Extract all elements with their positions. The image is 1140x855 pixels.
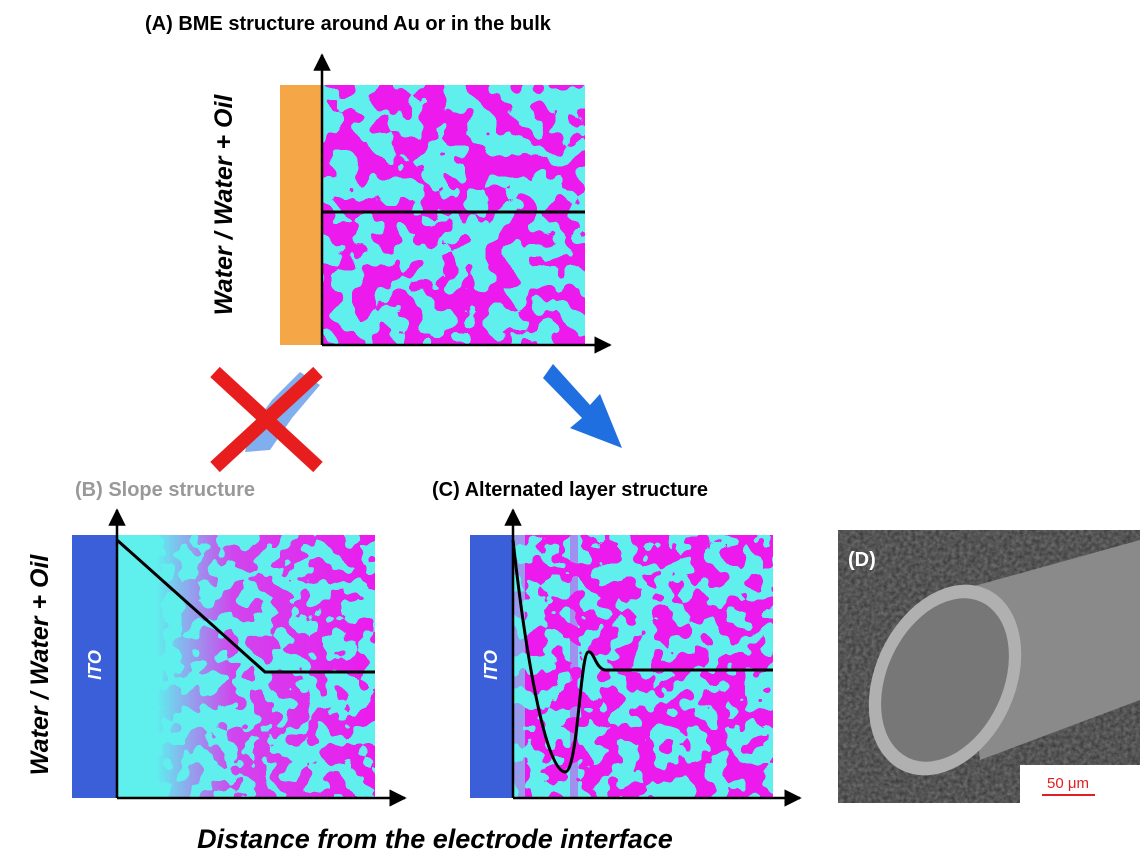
page: (A) BME structure around Au or in the bu…	[0, 0, 1140, 855]
panel-c-title: (C) Alternated layer structure	[432, 479, 708, 501]
electrode-label: ITO	[481, 650, 501, 680]
cross	[215, 372, 318, 467]
panel-b-title: (B) Slope structure	[75, 479, 255, 501]
sem-image	[838, 530, 1140, 803]
bulk-pattern	[322, 85, 585, 345]
electrode-label: ITO	[85, 650, 105, 680]
au-electrode	[280, 85, 322, 345]
x-label: Distance from the electrode interface	[197, 824, 673, 854]
arrow	[543, 364, 622, 448]
scale-bar-label: 50 μm	[1047, 775, 1089, 792]
figure: (A) BME structure around Au or in the bu…	[0, 0, 1140, 855]
panel-d-label: (D)	[848, 549, 876, 571]
panel-a-y-label: Water / Water + Oil	[210, 94, 238, 316]
panel-a-title: (A) BME structure around Au or in the bu…	[145, 13, 552, 35]
y-label: Water / Water + Oil	[26, 554, 54, 776]
layer-band	[513, 535, 525, 798]
